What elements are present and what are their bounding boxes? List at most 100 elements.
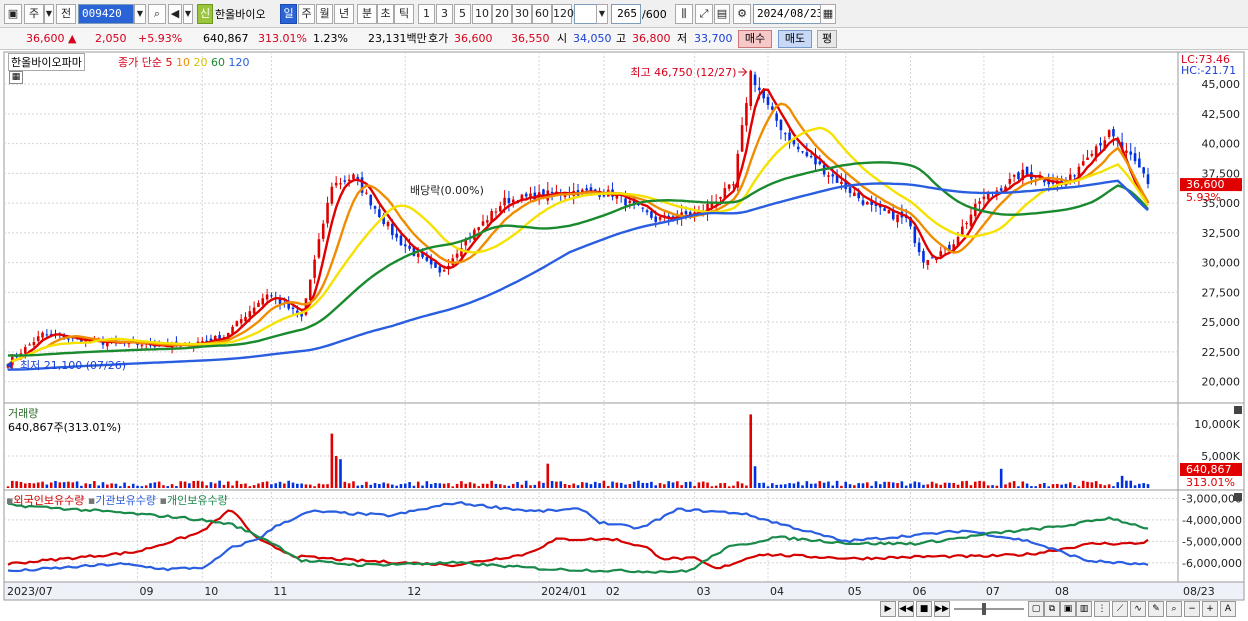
volume-bar [1133, 485, 1137, 488]
volume-bar [520, 484, 524, 488]
candle-body [779, 119, 783, 131]
type-button[interactable]: 주 [24, 4, 44, 24]
code-dropdown-icon[interactable]: ▼ [134, 4, 146, 24]
candle-body [650, 211, 653, 218]
price-panel-title-text: 한올바이오파마 [11, 56, 82, 69]
last-volume-box [1180, 463, 1242, 476]
volume-bar [36, 482, 40, 488]
trend-icon[interactable]: ⟋ [1112, 601, 1128, 617]
volume-bar [321, 484, 325, 488]
candle-body [365, 192, 368, 194]
stock-code-input[interactable]: 009420 [78, 4, 134, 24]
interval-20-tab[interactable]: 20 [492, 4, 512, 24]
magnifier-icon[interactable]: ⌕ [1166, 601, 1182, 617]
search-icon[interactable]: ⌕ [148, 4, 166, 24]
speaker-icon[interactable]: ◀ [168, 4, 182, 24]
layout-2-icon[interactable]: ⧉ [1044, 601, 1060, 617]
candle-type-icon[interactable]: ⫼ [675, 4, 693, 24]
prev-button[interactable]: 전 [56, 4, 76, 24]
volume-bar [235, 480, 239, 488]
gear-icon[interactable]: ⚙ [733, 4, 751, 24]
x-tick-label: 06 [913, 585, 927, 598]
x-tick-label: 08 [1055, 585, 1069, 598]
candle-body [6, 365, 10, 368]
candle-body [887, 210, 891, 214]
interval-5-tab[interactable]: 5 [454, 4, 471, 24]
candle-body [982, 196, 986, 200]
stop-icon[interactable]: ■ [916, 601, 932, 617]
zoom-slider-handle[interactable] [982, 603, 986, 615]
custom-interval-input[interactable] [574, 4, 598, 24]
grid-icon[interactable]: ⋮ [1094, 601, 1110, 617]
price-panel-title[interactable]: 한올바이오파마 [8, 53, 85, 71]
interval-10-tab[interactable]: 10 [472, 4, 492, 24]
volume-bar [1103, 485, 1107, 488]
interval-30-tab[interactable]: 30 [512, 4, 532, 24]
last-pct-label: 5.93% [1186, 191, 1221, 204]
period-second-tab[interactable]: 초 [377, 4, 394, 24]
layout-3-icon[interactable]: ▣ [1060, 601, 1076, 617]
interval-3-tab[interactable]: 3 [436, 4, 453, 24]
stock-chart[interactable]: 45,000 42,500 40,000 37,500 35,000 32,500 30,0… [0, 50, 1248, 602]
volume-bar [257, 483, 260, 488]
bar-count-input[interactable]: 265 [611, 4, 641, 24]
fast-forward-icon[interactable]: ▶▶ [934, 601, 950, 617]
zoom-slider[interactable] [954, 608, 1024, 610]
period-minute-tab[interactable]: 분 [357, 4, 377, 24]
volume-bar [533, 484, 537, 488]
custom-interval-dropdown-icon[interactable]: ▼ [596, 4, 608, 24]
wave-icon[interactable]: ∿ [1130, 601, 1146, 617]
average-button[interactable]: 평 [817, 30, 837, 48]
ma-20-line [7, 126, 1150, 366]
draw-tool-icon[interactable]: ⤢ [695, 4, 713, 24]
chart-settings-icon[interactable]: ▣ [4, 4, 22, 24]
ma-legend-10: 10 [175, 56, 190, 69]
text-size-icon[interactable]: A [1220, 601, 1236, 617]
volume-bar [1038, 483, 1042, 488]
volume-bar [481, 483, 485, 488]
zoom-out-icon[interactable]: − [1184, 601, 1200, 617]
period-week-tab[interactable]: 주 [298, 4, 315, 24]
sell-button[interactable]: 매도 [778, 30, 812, 48]
rewind-icon[interactable]: ◀◀ [898, 601, 914, 617]
period-day-tab[interactable]: 일 [280, 4, 297, 24]
volume-bar [434, 482, 437, 488]
price-tick-label: 22,500 [1202, 346, 1241, 359]
table-icon[interactable]: ▦ [9, 71, 23, 84]
volume-bar [714, 485, 718, 488]
volume-panel-title[interactable]: 거래량 [8, 407, 39, 420]
speaker-dropdown-icon[interactable]: ▼ [183, 4, 193, 24]
type-dropdown-icon[interactable]: ▼ [44, 4, 54, 24]
volume-bar [870, 485, 873, 488]
candle-body [792, 139, 796, 145]
period-tick-tab[interactable]: 틱 [394, 4, 414, 24]
pen-icon[interactable]: ✎ [1148, 601, 1164, 617]
save-icon[interactable]: ▤ [714, 4, 730, 24]
volume-bar [149, 483, 152, 488]
layout-4-icon[interactable]: ▥ [1076, 601, 1092, 617]
candle-body [727, 184, 731, 189]
candle-body [1081, 161, 1085, 166]
volume-bar [326, 484, 329, 488]
period-year-tab[interactable]: 년 [334, 4, 354, 24]
interval-120-tab[interactable]: 120 [552, 4, 574, 24]
candle-body [421, 252, 424, 258]
interval-1-tab[interactable]: 1 [418, 4, 435, 24]
current-price: 36,600 ▲ [26, 31, 76, 47]
scroll-right-icon[interactable]: ▶ [880, 601, 896, 617]
volume-bar [1056, 483, 1059, 488]
zoom-in-icon[interactable]: + [1202, 601, 1218, 617]
current-price-value: 36,600 [26, 32, 65, 45]
layout-1-icon[interactable]: ▢ [1028, 601, 1044, 617]
buy-button[interactable]: 매수 [738, 30, 772, 48]
volume-subtitle: 640,867주(313.01%) [8, 421, 122, 434]
date-input[interactable]: 2024/08/23 [753, 4, 823, 24]
calendar-icon[interactable]: ▦ [820, 4, 836, 24]
volume-bar [429, 484, 433, 488]
candle-body [952, 244, 955, 253]
interval-60-tab[interactable]: 60 [532, 4, 552, 24]
period-month-tab[interactable]: 월 [316, 4, 333, 24]
candle-body [585, 188, 588, 191]
volume-bar [188, 483, 191, 488]
volume-bar [904, 485, 908, 488]
